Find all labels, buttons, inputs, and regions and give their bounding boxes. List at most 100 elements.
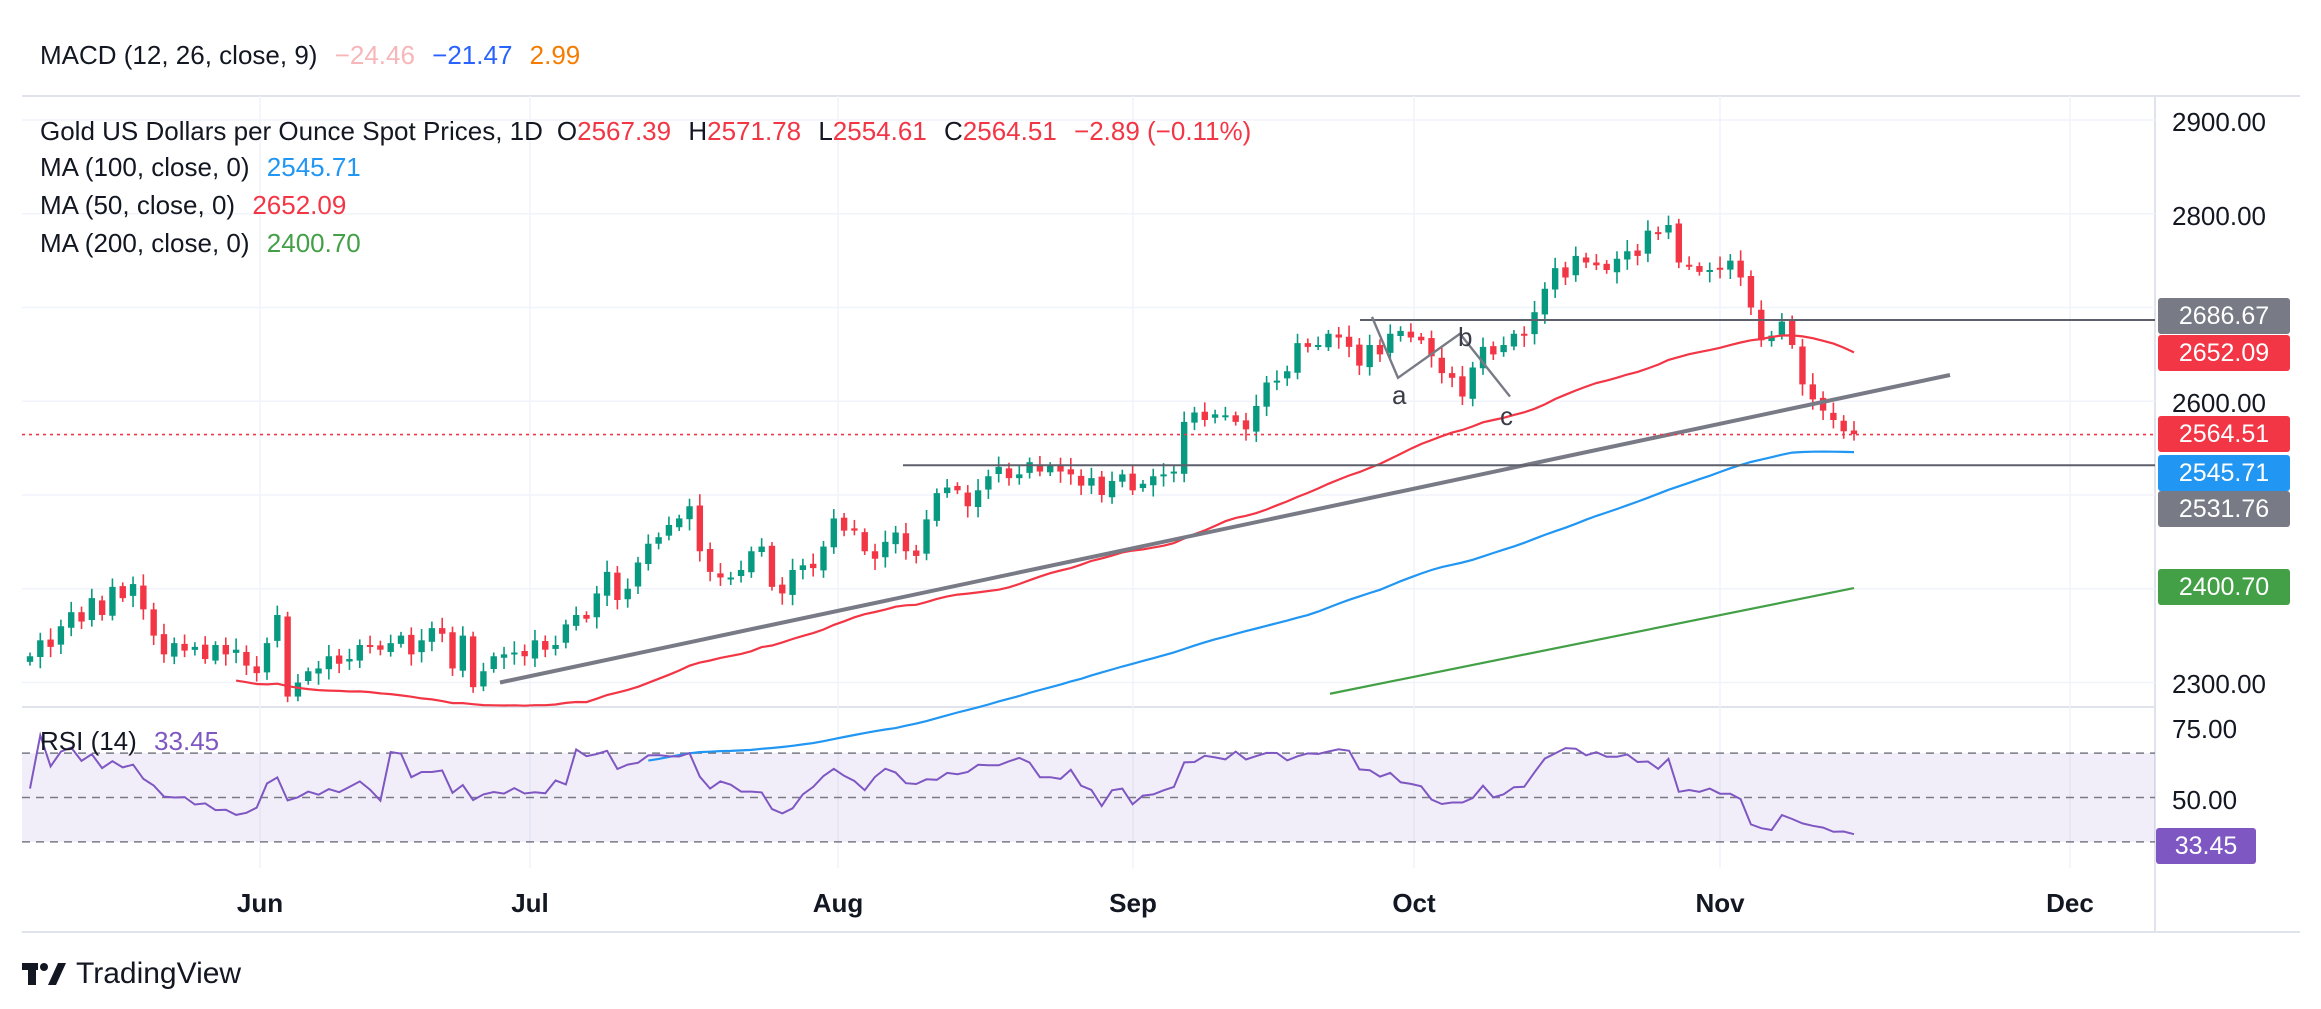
candle-body [1593,262,1600,266]
candle-body [98,600,106,615]
candle-body [717,573,724,578]
candle-body [1191,412,1198,423]
candle-body [1655,232,1662,235]
ma50-label: MA (50, close, 0) [40,190,236,220]
candle-body [552,645,559,649]
candle-body [1088,478,1095,486]
candle-body [840,517,848,531]
price-tick-2900: 2900.00 [2172,107,2266,137]
candle-body [1016,474,1023,479]
candle-body [232,649,240,653]
month-label-aug: Aug [812,888,864,918]
candle-body [820,546,827,571]
candle-body [1335,334,1342,338]
tradingview-logo-icon [22,963,66,985]
candle-body [1108,480,1116,498]
candle-body [1077,475,1085,486]
candle-body [645,543,652,564]
candle-body [78,612,85,622]
ohlc-open-label: O [556,116,578,146]
candle-body [1840,420,1847,432]
candle-body [1788,319,1796,345]
candle-body [779,584,786,594]
candle-body [1222,415,1229,418]
candle-body [1768,335,1775,342]
candle-body [1160,474,1167,477]
candle-body [428,628,436,642]
candle-body [768,545,776,587]
candle-body [1644,230,1652,254]
candle-body [1469,367,1476,399]
ohlc-high-label: H [688,116,708,146]
candle-body [614,572,621,600]
candle-body [1572,255,1579,276]
price-box-resistance: 2686.67 [2158,298,2290,334]
candle-body [727,577,734,580]
month-label-jul: Jul [511,888,549,918]
candle-body [1459,376,1466,397]
candle-body [1665,225,1672,233]
macd-hist-value: 2.99 [529,40,581,70]
candle-body [68,612,75,628]
candle-body [583,615,590,619]
candle-body [1613,258,1621,273]
candle-body [26,656,34,662]
candle-body [500,654,508,658]
candle-body [1201,411,1208,420]
tradingview-logo[interactable]: TradingView [22,957,241,991]
candle-body [37,640,44,657]
candle-body [1253,405,1260,432]
candle-body [624,588,631,600]
candle-body [1500,345,1507,353]
rsi-value-box: 33.45 [2156,828,2256,864]
candle-body [985,476,992,490]
ma100-line [648,450,1855,762]
brand-name: TradingView [76,957,242,990]
month-label-nov: Nov [1695,888,1745,918]
price-tick-2800: 2800.00 [2172,201,2266,231]
candle-body [954,486,961,491]
ohlc-low-label: L [818,116,833,146]
candle-body [748,551,755,573]
ma50-value: 2652.09 [252,190,347,220]
candle-body [305,671,312,681]
candle-body [1180,421,1188,474]
candle-body [1263,382,1270,407]
ohlc-low: 2554.61 [832,116,927,146]
candle-body [1345,336,1353,347]
candle-body [88,598,96,621]
candle-body [1067,469,1075,475]
candle-body [1366,345,1373,368]
rsi-value: 33.45 [154,726,220,756]
ma200-value: 2400.70 [266,228,361,258]
candle-body [1047,465,1054,473]
candle-body [150,609,157,636]
symbol-header: Gold US Dollars per Ounce Spot Prices, 1… [40,116,1261,146]
candle-body [418,640,425,653]
macd-label: MACD (12, 26, close, 9) [40,40,318,70]
month-label-dec: Dec [2046,888,2094,918]
candle-body [943,487,951,494]
abc-wave-line [1370,316,1511,398]
macd-value: −24.46 [334,40,415,70]
candle-body [871,551,879,559]
candle-body [1304,343,1312,347]
candle-body [758,546,765,552]
candle-body [603,571,611,596]
candle-body [109,586,116,616]
candle-body [346,659,353,662]
wave-label-b: b [1458,322,1473,352]
ma50-line [235,334,1855,707]
candle-body [387,643,394,652]
candle-body [191,646,199,650]
candle-body [171,643,178,657]
candle-body [140,585,147,610]
candle-body [1273,380,1281,383]
candle-body [1716,267,1724,270]
candle-body [1211,414,1219,418]
candle-body [119,586,126,599]
candle-body [542,641,549,650]
ohlc-high: 2571.78 [707,116,802,146]
ohlc-open: 2567.39 [577,116,672,146]
